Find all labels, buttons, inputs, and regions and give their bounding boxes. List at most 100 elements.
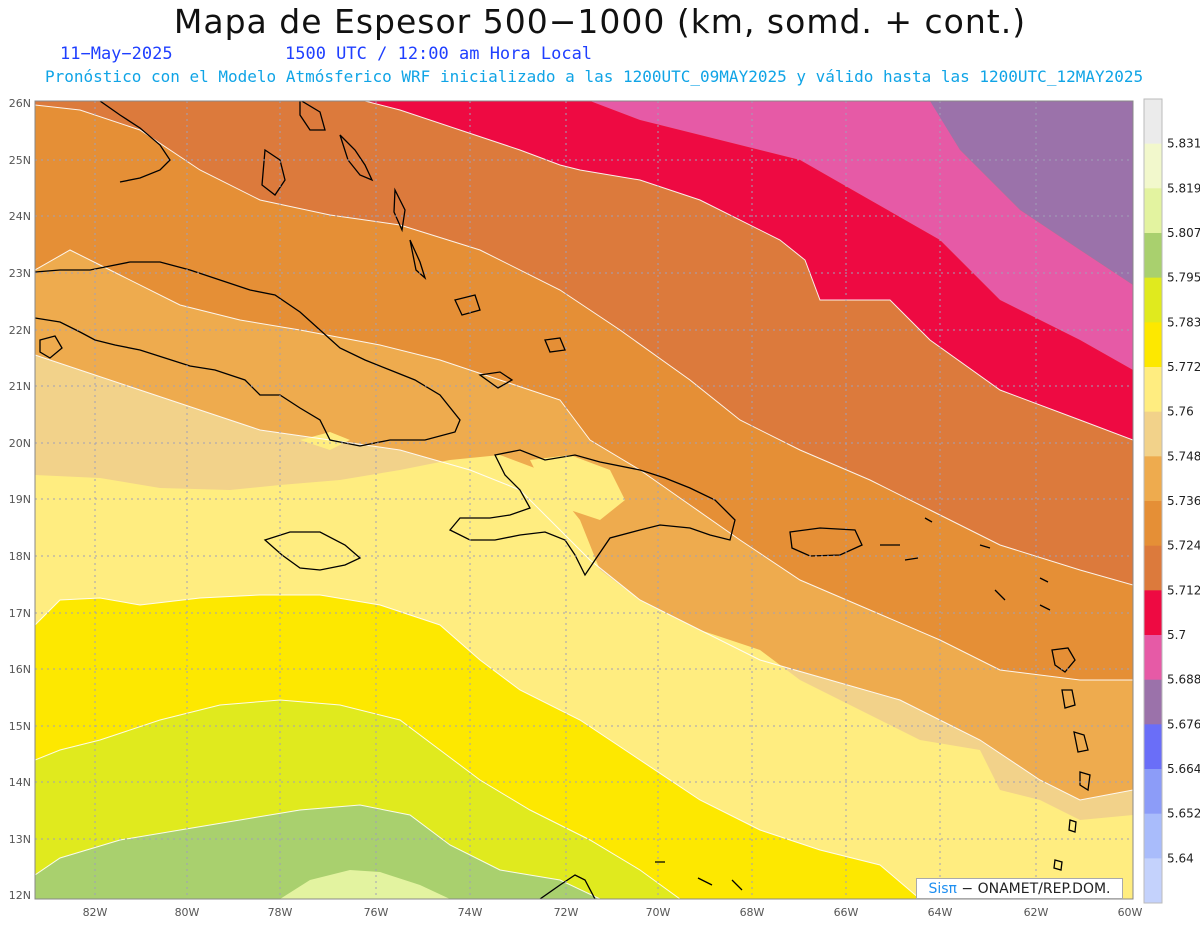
colorbar-swatch [1144,813,1162,859]
lat-label: 17N [9,607,31,620]
lon-label: 74W [458,906,483,919]
lat-label: 25N [9,154,31,167]
lat-lon-grid [35,101,1133,899]
lat-label: 18N [9,550,31,563]
thickness-bands [35,101,1133,899]
colorbar-swatch [1144,501,1162,547]
colorbar-label: 5.76 [1167,405,1194,419]
dominica [1061,689,1076,709]
credit-text: − ONAMET/REP.DOM. [956,881,1111,897]
colorbar-label: 5.724 [1167,539,1200,553]
bahamas-long [409,239,427,281]
colorbar-swatch [1144,590,1162,636]
colorbar-frame [1143,98,1163,904]
antilles-leeward [979,544,1051,611]
band-pink [590,101,1133,370]
south-america-coast [539,874,596,899]
colorbar-swatch [1144,769,1162,815]
turks-caicos [544,337,566,353]
lon-labels: 82W 80W 78W 76W 74W 72W 70W 68W 66W 64W … [83,906,1143,919]
forecast-description: Pronóstico con el Modelo Atmósferico WRF… [45,67,1144,86]
forecast-date: 11−May−2025 [60,44,173,64]
lat-label: 22N [9,324,31,337]
colorbar-label: 5.64 [1167,851,1194,865]
lat-label: 23N [9,267,31,280]
lon-label: 80W [175,906,200,919]
credit-box: Sisπ − ONAMET/REP.DOM. [916,878,1123,899]
cuba-coast [35,261,461,447]
colorbar-swatch [1144,545,1162,591]
lon-label: 78W [268,906,293,919]
colorbar-label: 5.783 [1167,315,1200,329]
colorbar-swatch [1144,679,1162,725]
colorbar-swatch [1144,99,1162,145]
colorbar-label: 5.819 [1167,181,1200,195]
hispaniola-coast [448,449,736,577]
colorbar-label: 5.712 [1167,583,1200,597]
lat-label: 15N [9,720,31,733]
bahamas-andros [261,148,286,196]
colorbar-label: 5.795 [1167,271,1200,285]
colorbar-label: 5.807 [1167,226,1200,240]
lat-label: 16N [9,663,31,676]
colorbar-label: 5.664 [1167,762,1200,776]
lon-label: 62W [1024,906,1049,919]
lat-label: 26N [9,97,31,110]
colorbar-swatch [1144,277,1162,323]
lon-label: 72W [554,906,579,919]
colorbar-label: 5.652 [1167,807,1200,821]
lon-label: 60W [1118,906,1143,919]
band-red [365,101,1133,440]
credit-brand: Sisπ [928,881,957,897]
lon-label: 70W [646,906,671,919]
puerto-rico-coast [789,527,863,557]
lon-label: 68W [740,906,765,919]
bahamas-inagua [454,294,481,316]
lat-label: 14N [9,776,31,789]
lon-label: 64W [928,906,953,919]
colorbar-label: 5.772 [1167,360,1200,374]
colorbar-swatch [1144,233,1162,279]
lat-label: 13N [9,833,31,846]
aruba-curacao [655,861,743,891]
forecast-time: 1500 UTC / 12:00 am Hora Local [285,44,593,64]
map-frame [34,100,1134,900]
map-title: Mapa de Espesor 500−1000 (km, somd. + co… [173,2,1027,41]
band-light-orange [35,250,1133,800]
bahamas-acklins [478,371,514,389]
colorbar-swatch [1144,411,1162,457]
band-green [35,805,600,899]
colorbar-label: 5.688 [1167,673,1200,687]
lon-label: 82W [83,906,108,919]
st-vincent [1068,819,1077,833]
virgin-islands [880,517,933,561]
florida-coast [99,101,171,183]
colorbar-swatch [1144,143,1162,189]
colorbar-label: 5.676 [1167,717,1200,731]
jamaica-coast [263,531,362,571]
lon-label: 66W [834,906,859,919]
grenada [1053,859,1063,871]
martinique [1073,731,1089,753]
colorbar-swatch [1144,367,1162,413]
band-dark-orange [35,101,1133,585]
isla-juventud-coast [39,335,63,359]
lat-label: 19N [9,493,31,506]
colorbar-label: 5.748 [1167,449,1200,463]
colorbar-label: 5.736 [1167,494,1200,508]
colorbar-swatch [1144,635,1162,681]
colorbar-label: 5.831 [1167,137,1200,151]
lat-label: 21N [9,380,31,393]
colorbar-swatch [1144,724,1162,770]
bahamas-cat [393,187,406,233]
colorbar-label: 5.7 [1167,628,1186,642]
contour-lines [35,101,1133,899]
lat-label: 20N [9,437,31,450]
lat-label: 24N [9,210,31,223]
colorbar: 5.831 5.819 5.807 5.795 5.783 5.772 5.76 5.748 5… [1143,98,1200,904]
guadeloupe [1051,647,1076,673]
bahamas-abaco [299,101,326,131]
band-pale-green [280,870,450,899]
patch-pale-yellow-cuba [300,432,350,450]
